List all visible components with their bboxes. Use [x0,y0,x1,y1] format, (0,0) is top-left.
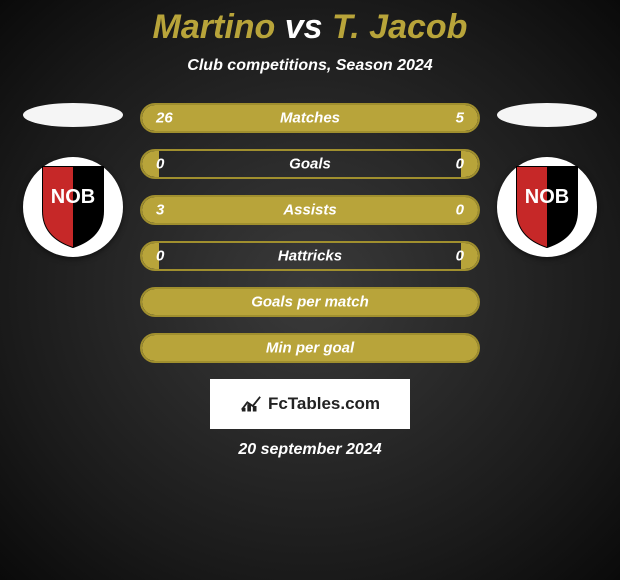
bar-label: Goals [289,156,331,173]
player2-column: NOB [492,103,602,257]
svg-text:NOB: NOB [51,186,95,208]
bar-value-right: 0 [456,156,464,173]
stat-bar-goals: 0 0 Goals [140,149,480,179]
stat-bar-goals-per-match: Goals per match [140,287,480,317]
bar-label: Goals per match [251,294,369,311]
bar-value-left: 0 [156,248,164,265]
footer-brand: FcTables.com [210,379,410,429]
comparison-title: Martino vs T. Jacob [0,8,620,47]
subtitle: Club competitions, Season 2024 [0,57,620,75]
bar-value-right: 0 [456,202,464,219]
date-line: 20 september 2024 [0,441,620,459]
bar-label: Assists [283,202,336,219]
vs-text: vs [285,8,323,46]
svg-text:NOB: NOB [525,186,569,208]
bar-value-left: 3 [156,202,164,219]
player2-team-badge: NOB [497,157,597,257]
bar-value-right: 0 [456,248,464,265]
stat-bar-matches: 26 5 Matches [140,103,480,133]
bar-value-left: 0 [156,156,164,173]
bar-label: Matches [280,110,340,127]
stat-bars: 26 5 Matches 0 0 Goals 3 0 Assists 0 0 Hattricks Goa… [140,103,480,363]
player1-team-badge: NOB [23,157,123,257]
bar-label: Min per goal [266,340,354,357]
bar-value-right: 5 [456,110,464,127]
player2-name: T. Jacob [332,8,467,46]
bar-value-left: 26 [156,110,173,127]
bar-label: Hattricks [278,248,342,265]
bar-fill-right [424,105,478,131]
chart-icon [240,395,262,413]
stat-bar-hattricks: 0 0 Hattricks [140,241,480,271]
player2-silhouette [497,103,597,127]
footer-brand-text: FcTables.com [268,394,380,414]
player1-silhouette [23,103,123,127]
stat-bar-assists: 3 0 Assists [140,195,480,225]
comparison-panel: NOB 26 5 Matches 0 0 Goals 3 0 Assists 0 0 Hattrick… [0,103,620,363]
player1-name: Martino [153,8,276,46]
stat-bar-min-per-goal: Min per goal [140,333,480,363]
player1-column: NOB [18,103,128,257]
